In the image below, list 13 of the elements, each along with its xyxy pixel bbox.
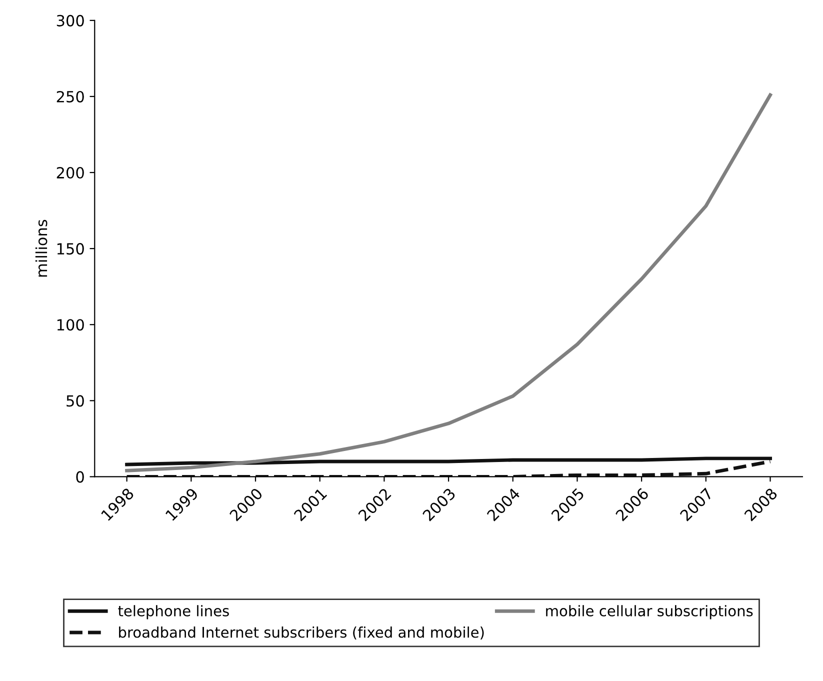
y-tick-label: 50 bbox=[66, 395, 84, 407]
y-tick-label: 300 bbox=[56, 14, 84, 26]
y-tick-label: 250 bbox=[56, 90, 84, 102]
y-tick-label: 100 bbox=[57, 319, 84, 331]
line-series bbox=[125, 93, 772, 472]
y-tick-label: 150 bbox=[57, 243, 84, 255]
legend-label: broadband Internet subscribers (fixed and mobile) bbox=[119, 626, 484, 640]
legend-label: mobile cellular subscriptions bbox=[546, 605, 753, 620]
legend-label: telephone lines bbox=[118, 605, 229, 620]
y-axis-title: millions bbox=[35, 220, 48, 277]
y-tick-label: 0 bbox=[76, 471, 84, 483]
line-series bbox=[125, 460, 772, 477]
y-tick-label: 200 bbox=[56, 166, 84, 179]
